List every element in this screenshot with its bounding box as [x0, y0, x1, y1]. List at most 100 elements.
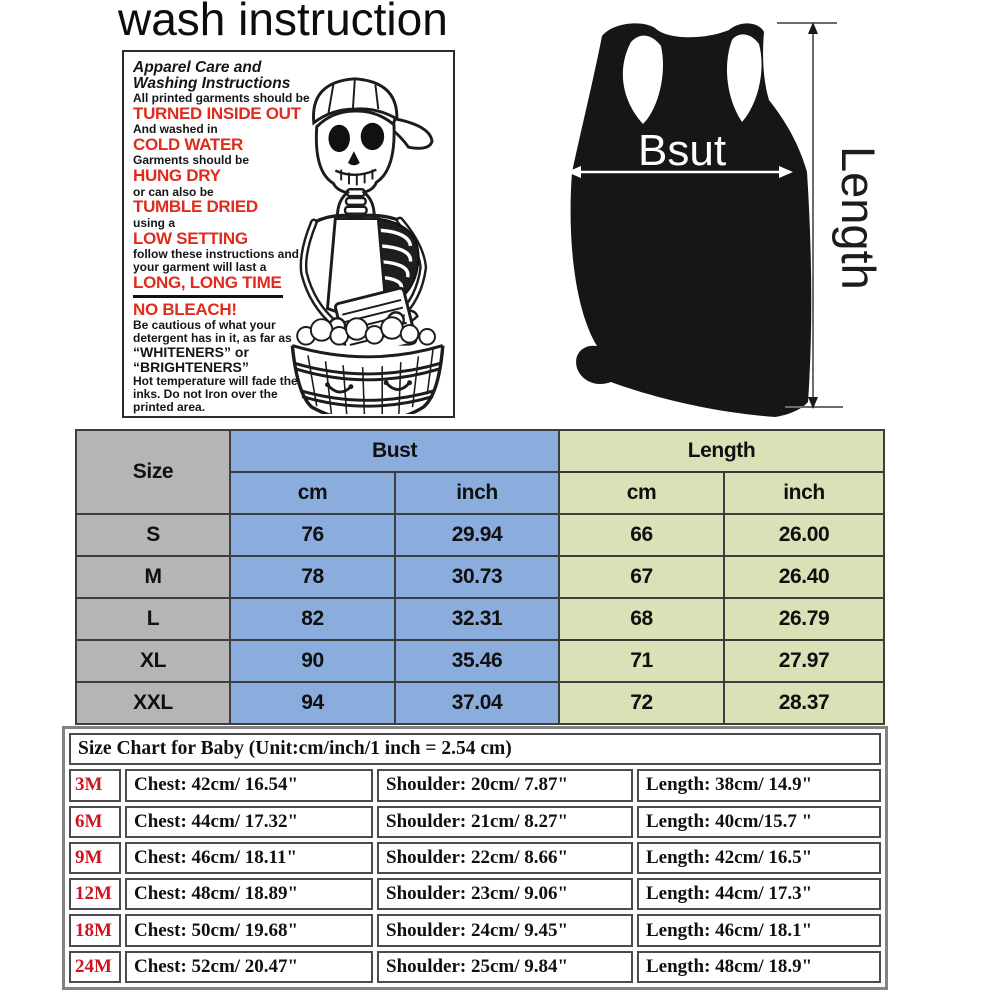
table-row: XL 90 35.46 71 27.97 [75, 639, 886, 683]
baby-chest-cell: Chest: 46cm/ 18.11" [125, 841, 373, 875]
size-table: Size Bust Length cm inch cm inch S 76 29… [75, 429, 886, 725]
baby-length-cell: Length: 42cm/ 16.5" [637, 841, 881, 875]
size-table-header-bust: Bust [228, 429, 561, 473]
size-table-header-size: Size [75, 429, 231, 515]
size-cell: XXL [75, 681, 231, 725]
wash-line: Apparel Care and [133, 59, 262, 76]
wash-line: using a [133, 215, 176, 230]
wash-line: COLD WATER [133, 135, 244, 154]
length-arrow-bottom [808, 397, 818, 409]
baby-size-label: 18M [69, 914, 121, 947]
wash-line: Be cautious of what your [133, 318, 276, 333]
bust-inch-cell: 35.46 [393, 639, 561, 683]
tank-top-image: Bsut Length [567, 22, 885, 417]
size-cell: L [75, 597, 231, 641]
wash-line: And washed in [133, 122, 218, 137]
len-cm-cell: 71 [558, 639, 726, 683]
bust-arrow [567, 166, 793, 178]
wash-line: HUNG DRY [133, 166, 221, 186]
wash-line: “BRIGHTENERS” [133, 359, 249, 376]
wash-line: Washing Instructions [133, 75, 291, 92]
baby-chest-cell: Chest: 52cm/ 20.47" [125, 950, 373, 983]
wash-line: NO BLEACH! [133, 300, 237, 320]
wash-line: inks. Do not Iron over the [133, 386, 278, 401]
bust-label: Bsut [638, 126, 726, 175]
baby-shoulder-cell: Shoulder: 21cm/ 8.27" [377, 805, 633, 838]
baby-size-label: 6M [69, 805, 121, 838]
length-arrow-top [808, 22, 818, 34]
wash-instruction-text: Apparel Care and Washing Instructions Al… [133, 60, 338, 413]
len-cm-cell: 66 [558, 513, 726, 557]
bust-inch-cell: 32.31 [393, 597, 561, 641]
size-table-header-length-cm: cm [558, 471, 726, 515]
baby-chest-cell: Chest: 44cm/ 17.32" [125, 805, 373, 838]
size-table-header-bust-inch: inch [393, 471, 561, 515]
wash-line: printed area. [133, 399, 206, 414]
baby-size-label: 12M [69, 878, 121, 911]
wash-line: TUMBLE DRIED [133, 197, 258, 217]
bust-cm-cell: 90 [229, 639, 396, 683]
baby-size-label: 9M [69, 841, 121, 875]
wash-line: detergent has in it, as far as [133, 331, 292, 346]
len-cm-cell: 67 [558, 555, 726, 599]
wash-line: LOW SETTING [133, 228, 248, 248]
baby-length-cell: Length: 46cm/ 18.1" [637, 914, 881, 947]
table-row: XXL 94 37.04 72 28.37 [75, 681, 886, 725]
baby-shoulder-cell: Shoulder: 25cm/ 9.84" [377, 950, 633, 983]
baby-chest-cell: Chest: 50cm/ 19.68" [125, 914, 373, 947]
bust-cm-cell: 94 [229, 681, 396, 725]
length-label: Length [832, 146, 885, 290]
len-cm-cell: 72 [558, 681, 726, 725]
wash-line: LONG, LONG TIME [133, 272, 282, 292]
length-dimension-line [777, 22, 843, 408]
len-inch-cell: 27.97 [723, 639, 886, 683]
page-title: wash instruction [118, 0, 448, 45]
wash-line: follow these instructions and [133, 247, 300, 262]
baby-size-label: 3M [69, 769, 121, 802]
table-row: 6M Chest: 44cm/ 17.32" Shoulder: 21cm/ 8… [69, 805, 881, 838]
len-inch-cell: 26.79 [723, 597, 886, 641]
table-row: 3M Chest: 42cm/ 16.54" Shoulder: 20cm/ 7… [69, 769, 881, 802]
bust-inch-cell: 37.04 [393, 681, 561, 725]
size-table-header-bust-cm: cm [229, 471, 396, 515]
wash-line: “WHITENERS” or [133, 344, 249, 361]
wash-instruction-card: Apparel Care and Washing Instructions Al… [122, 50, 455, 418]
size-cell: S [75, 513, 231, 557]
wash-line: or can also be [133, 184, 214, 199]
armhole-right [726, 34, 762, 122]
size-table-header-length-inch: inch [723, 471, 886, 515]
baby-chart-title: Size Chart for Baby (Unit:cm/inch/1 inch… [69, 733, 881, 766]
baby-chest-cell: Chest: 42cm/ 16.54" [125, 769, 373, 802]
bust-cm-cell: 78 [229, 555, 396, 599]
table-row: 12M Chest: 48cm/ 18.89" Shoulder: 23cm/ … [69, 878, 881, 911]
table-row: 9M Chest: 46cm/ 18.11" Shoulder: 22cm/ 8… [69, 841, 881, 875]
baby-length-cell: Length: 48cm/ 18.9" [637, 950, 881, 983]
baby-shoulder-cell: Shoulder: 24cm/ 9.45" [377, 914, 633, 947]
wash-line: Garments should be [133, 153, 250, 168]
wash-line: TURNED INSIDE OUT [133, 103, 301, 123]
bust-cm-cell: 82 [229, 597, 396, 641]
divider-line [133, 295, 283, 299]
len-inch-cell: 28.37 [723, 681, 886, 725]
baby-length-cell: Length: 40cm/15.7 " [637, 805, 881, 838]
bust-inch-cell: 30.73 [393, 555, 561, 599]
len-cm-cell: 68 [558, 597, 726, 641]
baby-shoulder-cell: Shoulder: 23cm/ 9.06" [377, 878, 633, 911]
baby-size-chart: Size Chart for Baby (Unit:cm/inch/1 inch… [62, 726, 888, 990]
wash-line: Hot temperature will fade the [133, 374, 298, 389]
baby-length-cell: Length: 38cm/ 14.9" [637, 769, 881, 802]
table-row: 18M Chest: 50cm/ 19.68" Shoulder: 24cm/ … [69, 914, 881, 947]
baby-shoulder-cell: Shoulder: 22cm/ 8.66" [377, 841, 633, 875]
table-row: 24M Chest: 52cm/ 20.47" Shoulder: 25cm/ … [69, 950, 881, 983]
wash-line: All printed garments should be [133, 91, 310, 105]
baby-shoulder-cell: Shoulder: 20cm/ 7.87" [377, 769, 633, 802]
len-inch-cell: 26.00 [723, 513, 886, 557]
skeleton-laundry-illustration [290, 77, 445, 414]
table-row: L 82 32.31 68 26.79 [75, 597, 886, 641]
table-row: M 78 30.73 67 26.40 [75, 555, 886, 599]
size-cell: M [75, 555, 231, 599]
len-inch-cell: 26.40 [723, 555, 886, 599]
baby-size-label: 24M [69, 950, 121, 983]
armhole-left [622, 35, 663, 124]
